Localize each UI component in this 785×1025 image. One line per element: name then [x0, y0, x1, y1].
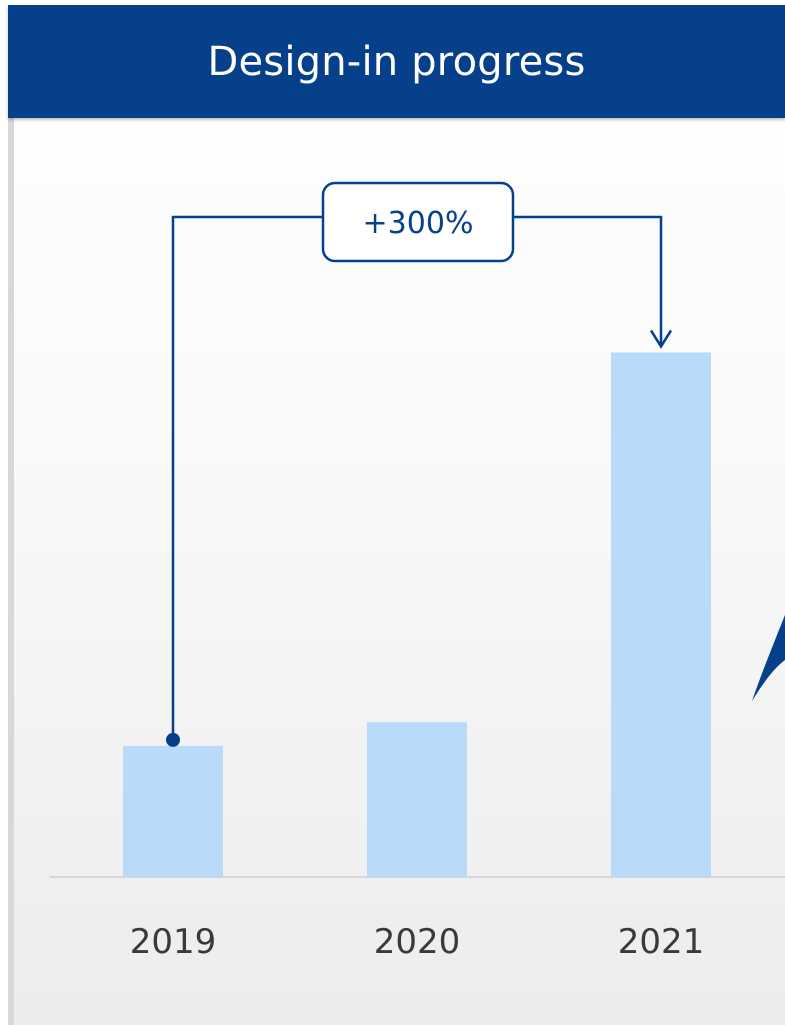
bars-group — [123, 352, 711, 877]
x-tick-label: 2021 — [618, 922, 705, 962]
x-tick-labels: 2019 2020 2021 — [130, 922, 705, 962]
annotation-connector — [171, 215, 663, 740]
growth-badge-label: +300% — [363, 206, 474, 241]
x-tick-label: 2019 — [130, 922, 217, 962]
growth-annotation: +300% — [166, 181, 673, 747]
bar-2020 — [367, 722, 467, 877]
annotation-start-dot — [166, 732, 180, 747]
bar-2021 — [611, 352, 711, 877]
chart-header: Design-in progress — [8, 5, 785, 118]
x-tick-label: 2020 — [374, 922, 461, 962]
arrow-down-icon — [649, 329, 673, 349]
page-title: Design-in progress — [207, 38, 586, 85]
trend-arrow-icon — [752, 615, 785, 701]
bar-2019 — [123, 745, 223, 877]
growth-badge — [321, 181, 515, 263]
